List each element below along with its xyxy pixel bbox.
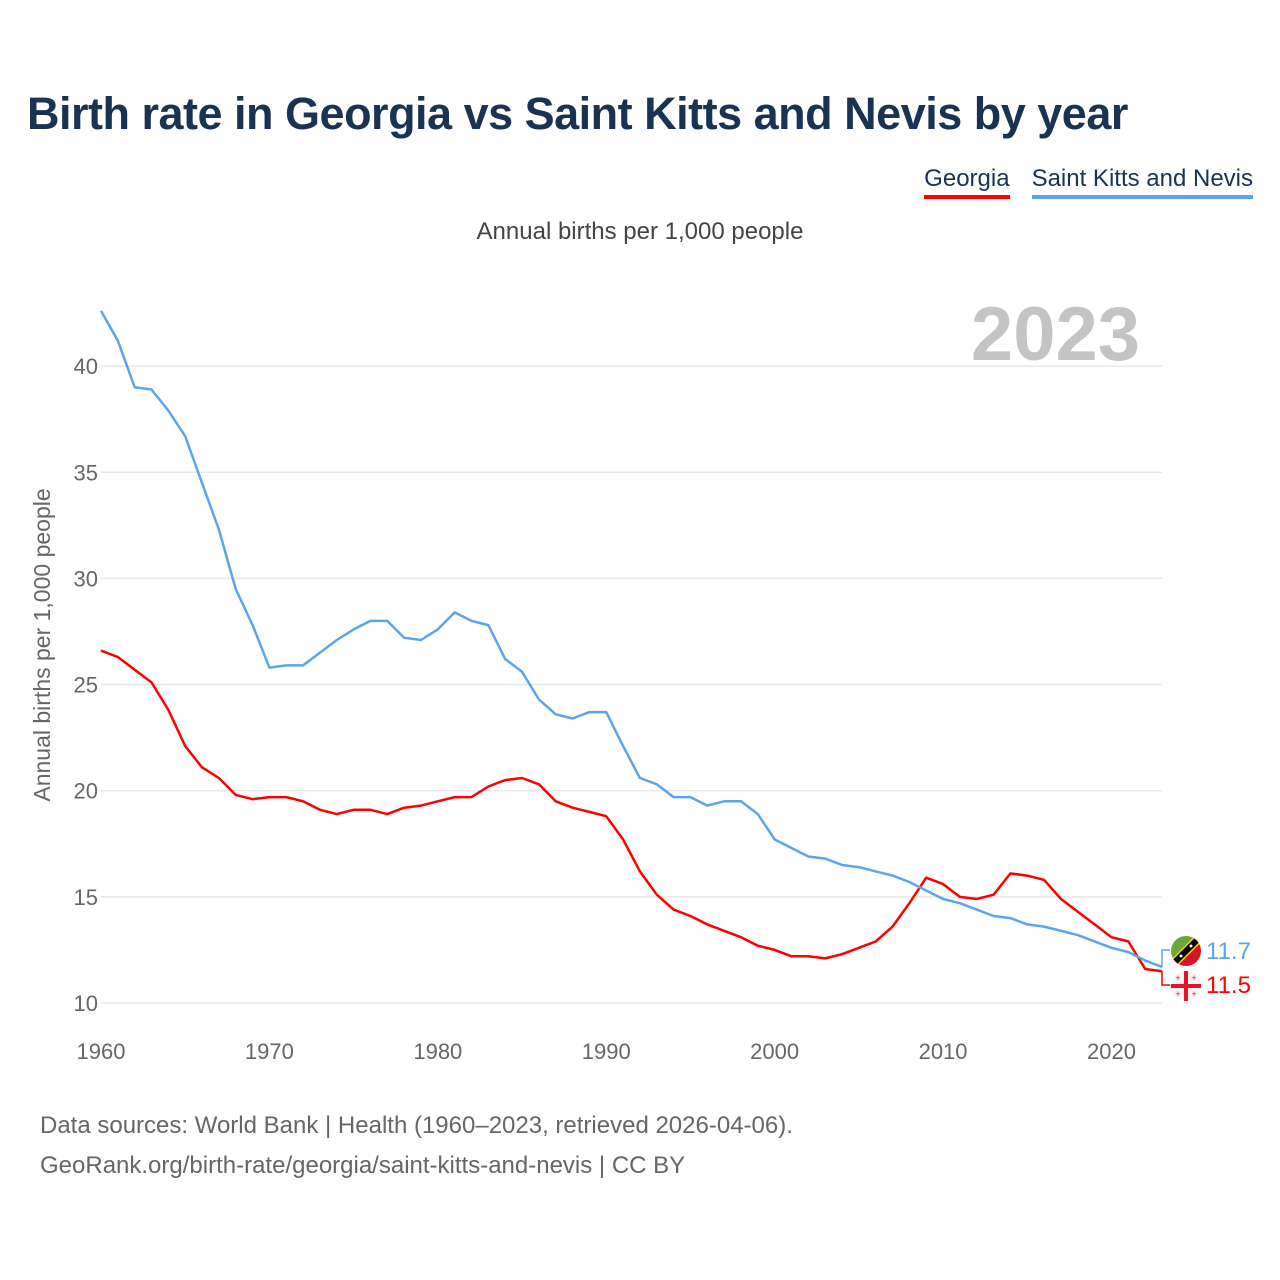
legend-saint-kitts-and-nevis[interactable]: Saint Kitts and Nevis <box>1031 165 1253 199</box>
svg-text:+: + <box>1191 973 1196 983</box>
georgia-flag-icon: + + + + <box>1171 971 1201 1001</box>
end-connector-georgia <box>1161 971 1170 986</box>
svg-text:+: + <box>1175 989 1180 999</box>
end-label-georgia: 11.5 <box>1206 972 1251 999</box>
chart-subtitle: Annual births per 1,000 people <box>476 218 804 245</box>
legend-georgia[interactable]: Georgia <box>924 165 1010 199</box>
y-tick-label: 30 <box>74 566 98 591</box>
series-line-saint-kitts <box>99 310 1163 969</box>
y-axis-label: Annual births per 1,000 people <box>29 488 55 801</box>
x-tick-label: 2010 <box>919 1039 968 1064</box>
y-tick-label: 40 <box>74 354 98 379</box>
x-tick-label: 2000 <box>750 1039 799 1064</box>
series-line-georgia <box>100 649 1163 973</box>
saint-kitts-and-nevis-flag-icon <box>1171 936 1201 966</box>
svg-text:+: + <box>1175 973 1180 983</box>
y-tick-label: 10 <box>74 991 98 1016</box>
y-tick-label: 25 <box>74 673 98 698</box>
x-tick-label: 1970 <box>245 1039 294 1064</box>
source-link[interactable]: GeoRank.org/birth-rate/georgia/saint-kit… <box>40 1152 686 1179</box>
data-source: Data sources: World Bank | Health (1960–… <box>40 1112 793 1139</box>
x-tick-label: 2020 <box>1087 1039 1136 1064</box>
x-tick-label: 1960 <box>77 1039 126 1064</box>
chart-title: Birth rate in Georgia vs Saint Kitts and… <box>27 88 1128 139</box>
svg-text:+: + <box>1191 989 1196 999</box>
end-connector-saint-kitts <box>1161 949 1170 967</box>
y-tick-label: 15 <box>74 885 98 910</box>
y-tick-label: 20 <box>74 779 98 804</box>
x-tick-label: 1990 <box>582 1039 631 1064</box>
year-watermark: 2023 <box>971 292 1140 377</box>
footer: Data sources: World Bank | Health (1960–… <box>40 1106 793 1186</box>
y-tick-label: 35 <box>74 460 98 485</box>
x-tick-label: 1980 <box>413 1039 462 1064</box>
legend: Georgia Saint Kitts and Nevis <box>924 165 1253 199</box>
end-label-saint-kitts: 11.7 <box>1206 938 1251 965</box>
